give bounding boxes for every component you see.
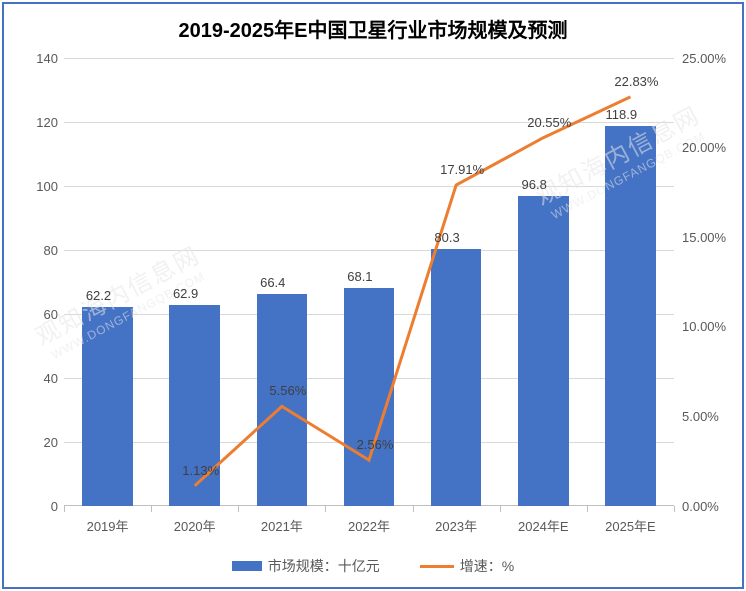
y-left-tick-label: 20 — [12, 435, 58, 450]
x-tick — [674, 506, 675, 512]
bar-value-label: 66.4 — [260, 275, 285, 290]
legend-label: 市场规模：十亿元 — [268, 556, 380, 576]
y-right-tick-label: 25.00% — [682, 51, 726, 66]
y-left-tick-label: 0 — [12, 499, 58, 514]
y-right-tick-label: 10.00% — [682, 319, 726, 334]
bar-value-label: 118.9 — [606, 107, 638, 122]
legend-swatch-line — [420, 565, 454, 568]
y-right-tick-label: 15.00% — [682, 230, 726, 245]
x-tick — [151, 506, 152, 512]
y-right-tick-label: 20.00% — [682, 140, 726, 155]
x-category-label: 2024年E — [518, 516, 569, 535]
y-left-tick-label: 120 — [12, 115, 58, 130]
x-tick — [500, 506, 501, 512]
chart-container: 2019-2025年E中国卫星行业市场规模及预测观知海内信息网WWW.DONGF… — [0, 0, 746, 591]
bar-value-label: 62.9 — [173, 286, 198, 301]
x-tick — [587, 506, 588, 512]
line-value-label: 1.13% — [182, 463, 219, 478]
x-tick — [238, 506, 239, 512]
y-left-tick-label: 100 — [12, 179, 58, 194]
line-value-label: 22.83% — [614, 74, 658, 89]
chart-title: 2019-2025年E中国卫星行业市场规模及预测 — [0, 14, 746, 43]
x-tick — [413, 506, 414, 512]
line-value-label: 20.55% — [527, 115, 571, 130]
y-left-tick-label: 80 — [12, 243, 58, 258]
y-right-tick-label: 5.00% — [682, 409, 719, 424]
legend-label: 增速：% — [460, 556, 514, 576]
legend-item: 市场规模：十亿元 — [232, 556, 380, 576]
line-value-label: 2.56% — [357, 437, 394, 452]
bar-value-label: 96.8 — [522, 177, 547, 192]
x-tick — [325, 506, 326, 512]
legend-swatch-bar — [232, 561, 262, 571]
y-right-tick-label: 0.00% — [682, 499, 719, 514]
x-category-label: 2025年E — [605, 516, 656, 535]
line-value-label: 17.91% — [440, 162, 484, 177]
bar-value-label: 68.1 — [347, 269, 372, 284]
x-category-label: 2020年 — [174, 516, 216, 535]
x-tick — [64, 506, 65, 512]
x-category-label: 2021年 — [261, 516, 303, 535]
legend: 市场规模：十亿元 增速：% — [0, 556, 746, 576]
y-left-tick-label: 140 — [12, 51, 58, 66]
bar-value-label: 62.2 — [86, 288, 111, 303]
y-left-tick-label: 40 — [12, 371, 58, 386]
legend-item: 增速：% — [420, 556, 514, 576]
line-value-label: 5.56% — [269, 383, 306, 398]
x-category-label: 2022年 — [348, 516, 390, 535]
x-category-label: 2023年 — [435, 516, 477, 535]
x-category-label: 2019年 — [87, 516, 129, 535]
bar-value-label: 80.3 — [434, 230, 459, 245]
y-left-tick-label: 60 — [12, 307, 58, 322]
